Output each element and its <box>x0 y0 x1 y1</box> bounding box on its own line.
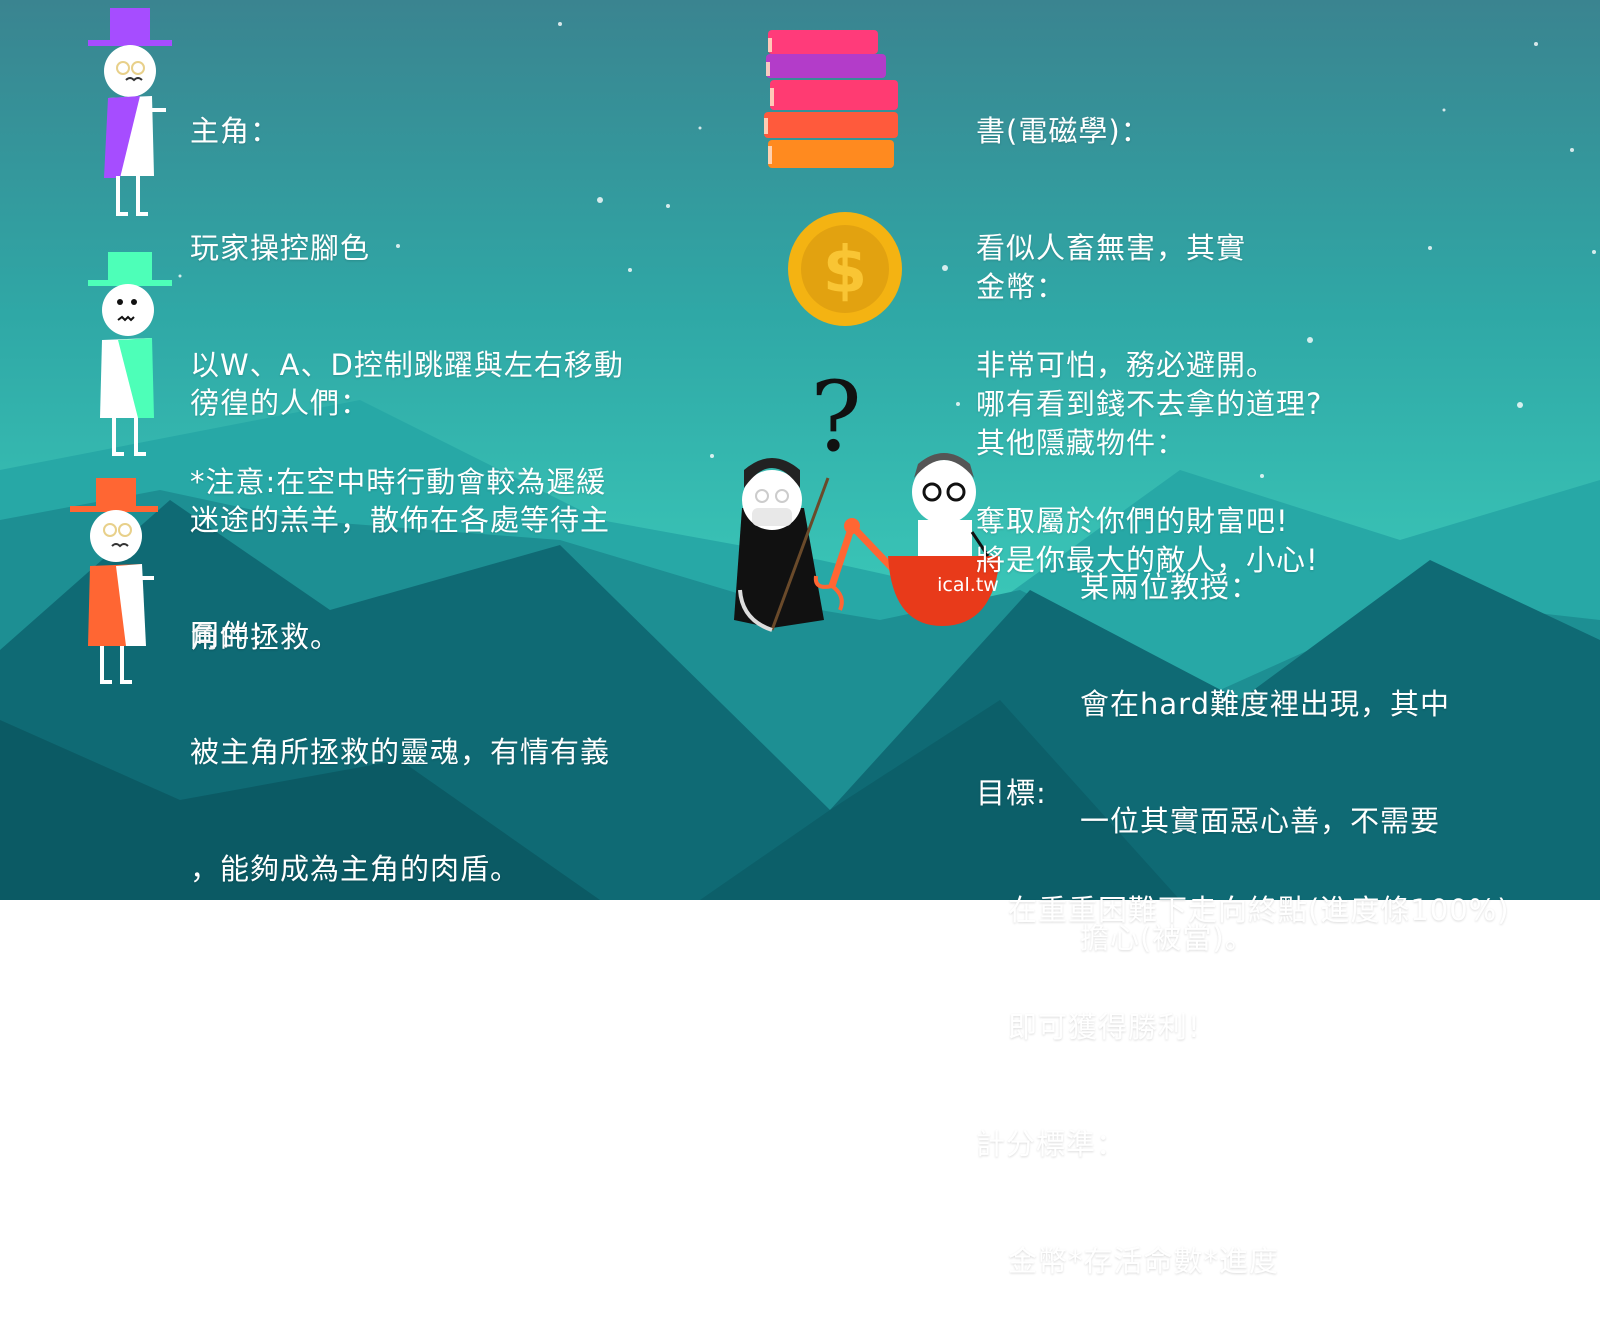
question-mark-icon: ? <box>810 361 861 473</box>
protagonist-line: 以W、A、D控制跳躍與左右移動 <box>190 348 624 382</box>
hidden-title: 其他隱藏物件： <box>976 426 1187 460</box>
goal-description: 目標: 在重重困難下走向終點(進度條100%) 即可獲得勝利! 計分標準： 金幣… <box>976 696 1510 1320</box>
companion-line: ，能夠成為主角的肉盾。 <box>190 852 521 886</box>
coin-title: 金幣： <box>976 270 1067 304</box>
protagonist-title: 主角： <box>190 114 281 148</box>
professors-title: 某兩位教授： <box>1080 570 1261 604</box>
coin-icon: $ <box>788 212 902 326</box>
scoring-title: 計分標準： <box>976 1127 1127 1161</box>
coin-line: 奪取屬於你們的財富吧! <box>976 504 1289 538</box>
book-stack-icon <box>764 30 898 168</box>
hidden-line: 將是你最大的敵人，小心! <box>976 543 1319 577</box>
hat-top <box>110 8 150 42</box>
stars <box>178 22 1596 478</box>
companion-title: 同伴： <box>190 618 281 652</box>
companion-character <box>70 478 158 684</box>
cart-label: ical.tw <box>937 574 999 596</box>
book-description: 書(電磁學)： 看似人畜無害，其實 非常可怕，務必避開。 <box>976 34 1276 424</box>
coin-line: 哪有看到錢不去拿的道理? <box>976 387 1323 421</box>
professors-illustration: ? <box>734 361 1000 632</box>
professors-line: 會在hard難度裡出現，其中 <box>1080 687 1450 721</box>
hidden-objects-description: 其他隱藏物件： 將是你最大的敵人，小心! <box>976 346 1319 619</box>
protagonist-line: 玩家操控腳色 <box>190 231 371 265</box>
goal-line: 即可獲得勝利! <box>1008 1010 1201 1044</box>
protagonist-character <box>88 8 172 216</box>
coin-description: 金幣： 哪有看到錢不去拿的道理? 奪取屬於你們的財富吧! <box>976 190 1322 580</box>
companion-description: 同伴： 被主角所拯救的靈魂，有情有義 ，能夠成為主角的肉盾。 <box>190 538 610 928</box>
scoring-line: 金幣*存活命數*進度 <box>1008 1244 1280 1278</box>
svg-text:$: $ <box>823 234 868 308</box>
goal-title: 目標: <box>976 776 1047 810</box>
professors-line: 一位其實面惡心善，不需要 <box>1080 804 1441 838</box>
goal-line: 在重重困難下走向終點(進度條100%) <box>1008 893 1510 927</box>
wanderer-character <box>88 252 172 456</box>
book-title: 書(電磁學)： <box>976 114 1151 148</box>
wanderers-line: 角的拯救。 <box>190 620 341 654</box>
wanderers-title: 徬徨的人們： <box>190 386 371 420</box>
mountain-foreground <box>0 720 600 900</box>
wanderers-description: 徬徨的人們： 迷途的羔羊，散佈在各處等待主 角的拯救。 <box>190 306 610 696</box>
book-line: 看似人畜無害，其實 <box>976 231 1247 265</box>
companion-line: 被主角所拯救的靈魂，有情有義 <box>190 735 611 769</box>
protagonist-line: *注意:在空中時行動會較為遲緩 <box>190 465 607 499</box>
hat-brim <box>88 40 172 46</box>
book-line: 非常可怕，務必避開。 <box>976 348 1277 382</box>
wanderers-line: 迷途的羔羊，散佈在各處等待主 <box>190 503 611 537</box>
protagonist-description: 主角： 玩家操控腳色 以W、A、D控制跳躍與左右移動 *注意:在空中時行動會較為… <box>190 34 624 541</box>
